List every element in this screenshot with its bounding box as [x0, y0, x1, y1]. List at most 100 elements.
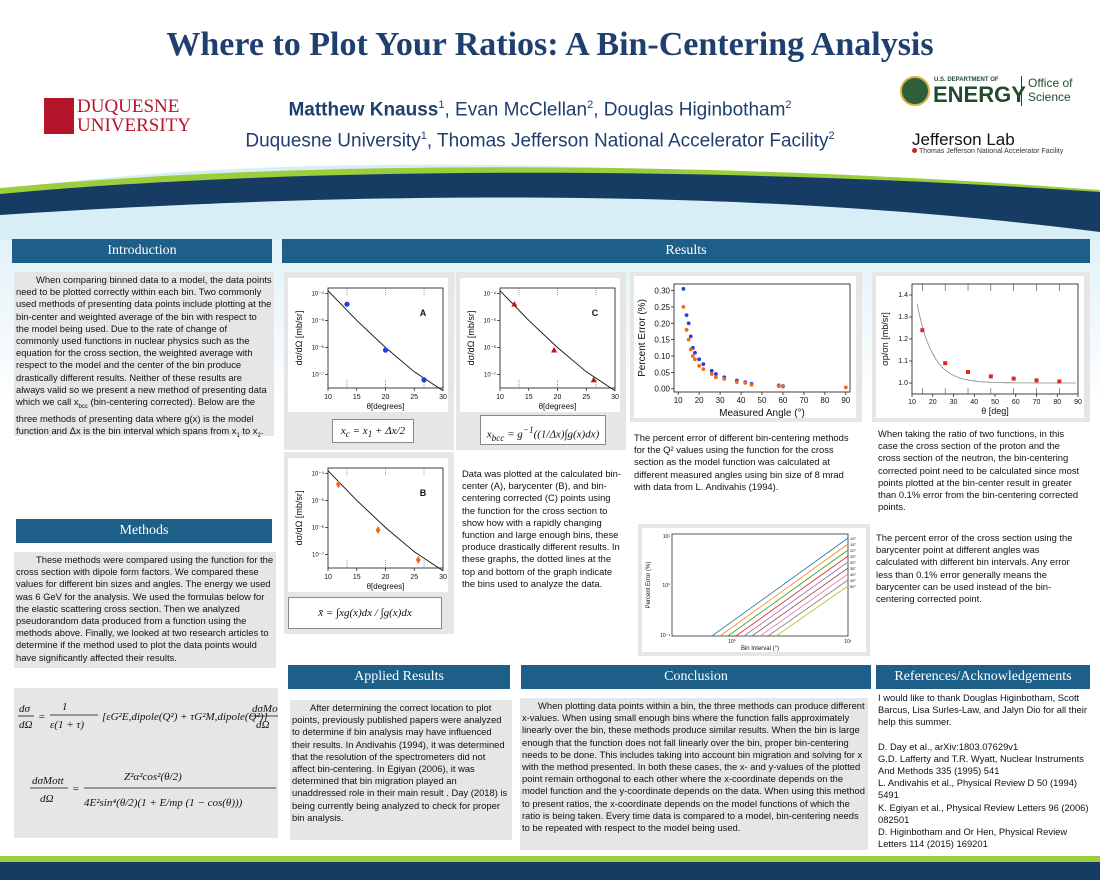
x-tick-label: 30: [611, 394, 619, 401]
panel-letter: B: [420, 488, 427, 498]
data-point: [1034, 378, 1039, 383]
y-tick-label: 10⁻⁶: [484, 344, 497, 351]
results-heading: Results: [282, 239, 1090, 263]
x-tick-label: 70: [799, 396, 808, 405]
x-axis-label: Bin Interval (°): [741, 646, 779, 652]
y-tick-label: 10⁻⁵: [312, 317, 325, 324]
data-point: [688, 334, 693, 339]
duquesne-shield-icon: [44, 98, 74, 134]
chart-panel-b: 10 15 20 25 30 10⁻⁴ 10⁻⁵ 10⁻⁶ 10⁻⁷ Bθ[degrees] dσ/…: [294, 467, 447, 591]
y-tick-label: 0.20: [654, 319, 670, 328]
series-line: [735, 555, 849, 637]
series-label: 45°: [850, 578, 856, 583]
y-tick-label: 1.4: [898, 292, 908, 299]
data-point: [776, 384, 781, 389]
formula-barycenter: x̄ = ∫xg(x)dx / ∫g(x)dx: [288, 597, 442, 629]
ratio-curve: [916, 304, 1076, 384]
series-line: [775, 585, 849, 637]
svg-text:4E²sin⁴(θ/2)(1 + E/mp (1 − cos: 4E²sin⁴(θ/2)(1 + E/mp (1 − cos(θ))): [84, 797, 243, 809]
doe-logo: U.S. DEPARTMENT OF ENERGY Office of Scien…: [900, 74, 1080, 110]
data-point: [511, 300, 518, 307]
jefferson-lab-logo: Jefferson Lab Thomas Jefferson National …: [912, 130, 1064, 155]
data-point: [714, 372, 718, 376]
y-tick-label: 10⁻⁶: [312, 344, 325, 351]
x-tick-label: 15: [353, 574, 361, 581]
svg-text:=: =: [72, 783, 79, 795]
x-tick-label: 10⁰: [728, 639, 736, 645]
data-point: [743, 380, 748, 385]
chart-ratio: 10 20 30 40 50 60 70 80 90 1.0 1.1 1.2 1.3 1.4 θ [deg]…: [880, 283, 1082, 416]
x-tick-label: 15: [525, 394, 533, 401]
series-label: 50°: [850, 584, 856, 589]
data-point: [714, 375, 718, 380]
y-axis-label: dσ/dΩ [mb/sr]: [294, 311, 304, 366]
conclusion-heading: Conclusion: [521, 665, 871, 689]
plot-frame: [911, 283, 1079, 395]
series-label: 30°: [850, 560, 856, 565]
author-second: , Evan McClellan: [444, 99, 588, 121]
x-tick-label: 20: [695, 396, 704, 405]
introduction-text: When comparing binned data to a model, t…: [14, 272, 274, 439]
formula-cross-lhs: dσ: [19, 703, 31, 715]
ratio-box: 10 20 30 40 50 60 70 80 90 1.0 1.1 1.2 1.3 1.4 θ [deg]…: [872, 272, 1090, 422]
data-point: [966, 370, 971, 374]
data-point: [734, 380, 739, 385]
x-tick-label: 20: [554, 394, 562, 401]
bin-interval-caption: The percent error of the cross section u…: [876, 532, 1073, 605]
x-tick-label: 10: [908, 399, 916, 406]
series-label: 35°: [850, 566, 856, 571]
methods-formulas-svg: dσ dΩ = 1 ε(1 + τ) [εG²E,dipole(Q²) + τG…: [18, 701, 285, 809]
y-tick-label: 1.2: [898, 336, 908, 343]
data-point: [701, 367, 706, 371]
doe-seal-icon: [900, 76, 930, 106]
data-point: [843, 385, 848, 390]
affiliation-2: , Thomas Jefferson National Accelerator …: [426, 130, 829, 152]
y-tick-label: 10⁻⁵: [312, 497, 325, 504]
reference-2: G.D. Lafferty and T.R. Wyatt, Nuclear In…: [878, 752, 1084, 777]
x-tick-label: 70: [1033, 399, 1041, 406]
methods-formula-panel: dσ dΩ = 1 ε(1 + τ) [εG²E,dipole(Q²) + τG…: [14, 688, 285, 838]
x-tick-label: 15: [353, 394, 361, 401]
data-point: [709, 368, 714, 373]
data-point: [684, 313, 689, 317]
series-line: [719, 543, 849, 637]
applied-heading: Applied Results: [288, 665, 510, 689]
plot-frame: [327, 467, 444, 569]
data-point: [693, 357, 697, 362]
x-tick-label: 20: [929, 399, 937, 406]
x-tick-label: 25: [410, 574, 418, 581]
x-tick-label: 60: [1012, 399, 1020, 406]
x-tick-label: 30: [716, 396, 725, 405]
footer-bar: [0, 856, 1100, 880]
series-label: 40°: [850, 572, 856, 577]
data-point: [697, 363, 702, 368]
series-line: [751, 567, 849, 637]
x-tick-label: 20: [382, 394, 390, 401]
reference-1: D. Day et al., arXiv:1803.07629v1: [878, 740, 1019, 752]
chart-panel-c: 10 15 20 25 30 10⁻⁴ 10⁻⁵ 10⁻⁶ 10⁻⁷ Cθ[degrees] dσ/…: [466, 287, 619, 411]
chart-percent-error: 10 20 30 40 50 60 70 80 90 0.00 0.05 0.10 0.15 0.20 0.…: [637, 283, 851, 419]
series-line: [767, 579, 849, 637]
panel-letter: A: [420, 308, 427, 318]
conclusion-text: When plotting data points within a bin, …: [520, 698, 868, 850]
data-point: [681, 287, 686, 291]
formula-mott-lhs: dσMott: [32, 775, 65, 787]
x-tick-label: 10¹: [844, 639, 852, 645]
x-tick-label: 30: [439, 574, 447, 581]
data-point: [709, 372, 714, 376]
data-point: [684, 327, 689, 332]
x-tick-label: 40: [970, 399, 978, 406]
data-point: [335, 480, 341, 489]
data-point: [749, 382, 754, 387]
formula-bcc: xbcc = g−1((1/Δx)∫g(x)dx): [480, 415, 606, 445]
svg-text:dΩ: dΩ: [19, 719, 33, 731]
series-line: [743, 561, 849, 637]
y-tick-label: 10⁻⁵: [484, 317, 497, 324]
data-point: [693, 350, 697, 355]
y-tick-label: 0.15: [654, 336, 670, 345]
data-point: [382, 347, 389, 353]
data-point: [701, 362, 706, 367]
y-axis-label: Percent Error (%): [637, 299, 648, 377]
